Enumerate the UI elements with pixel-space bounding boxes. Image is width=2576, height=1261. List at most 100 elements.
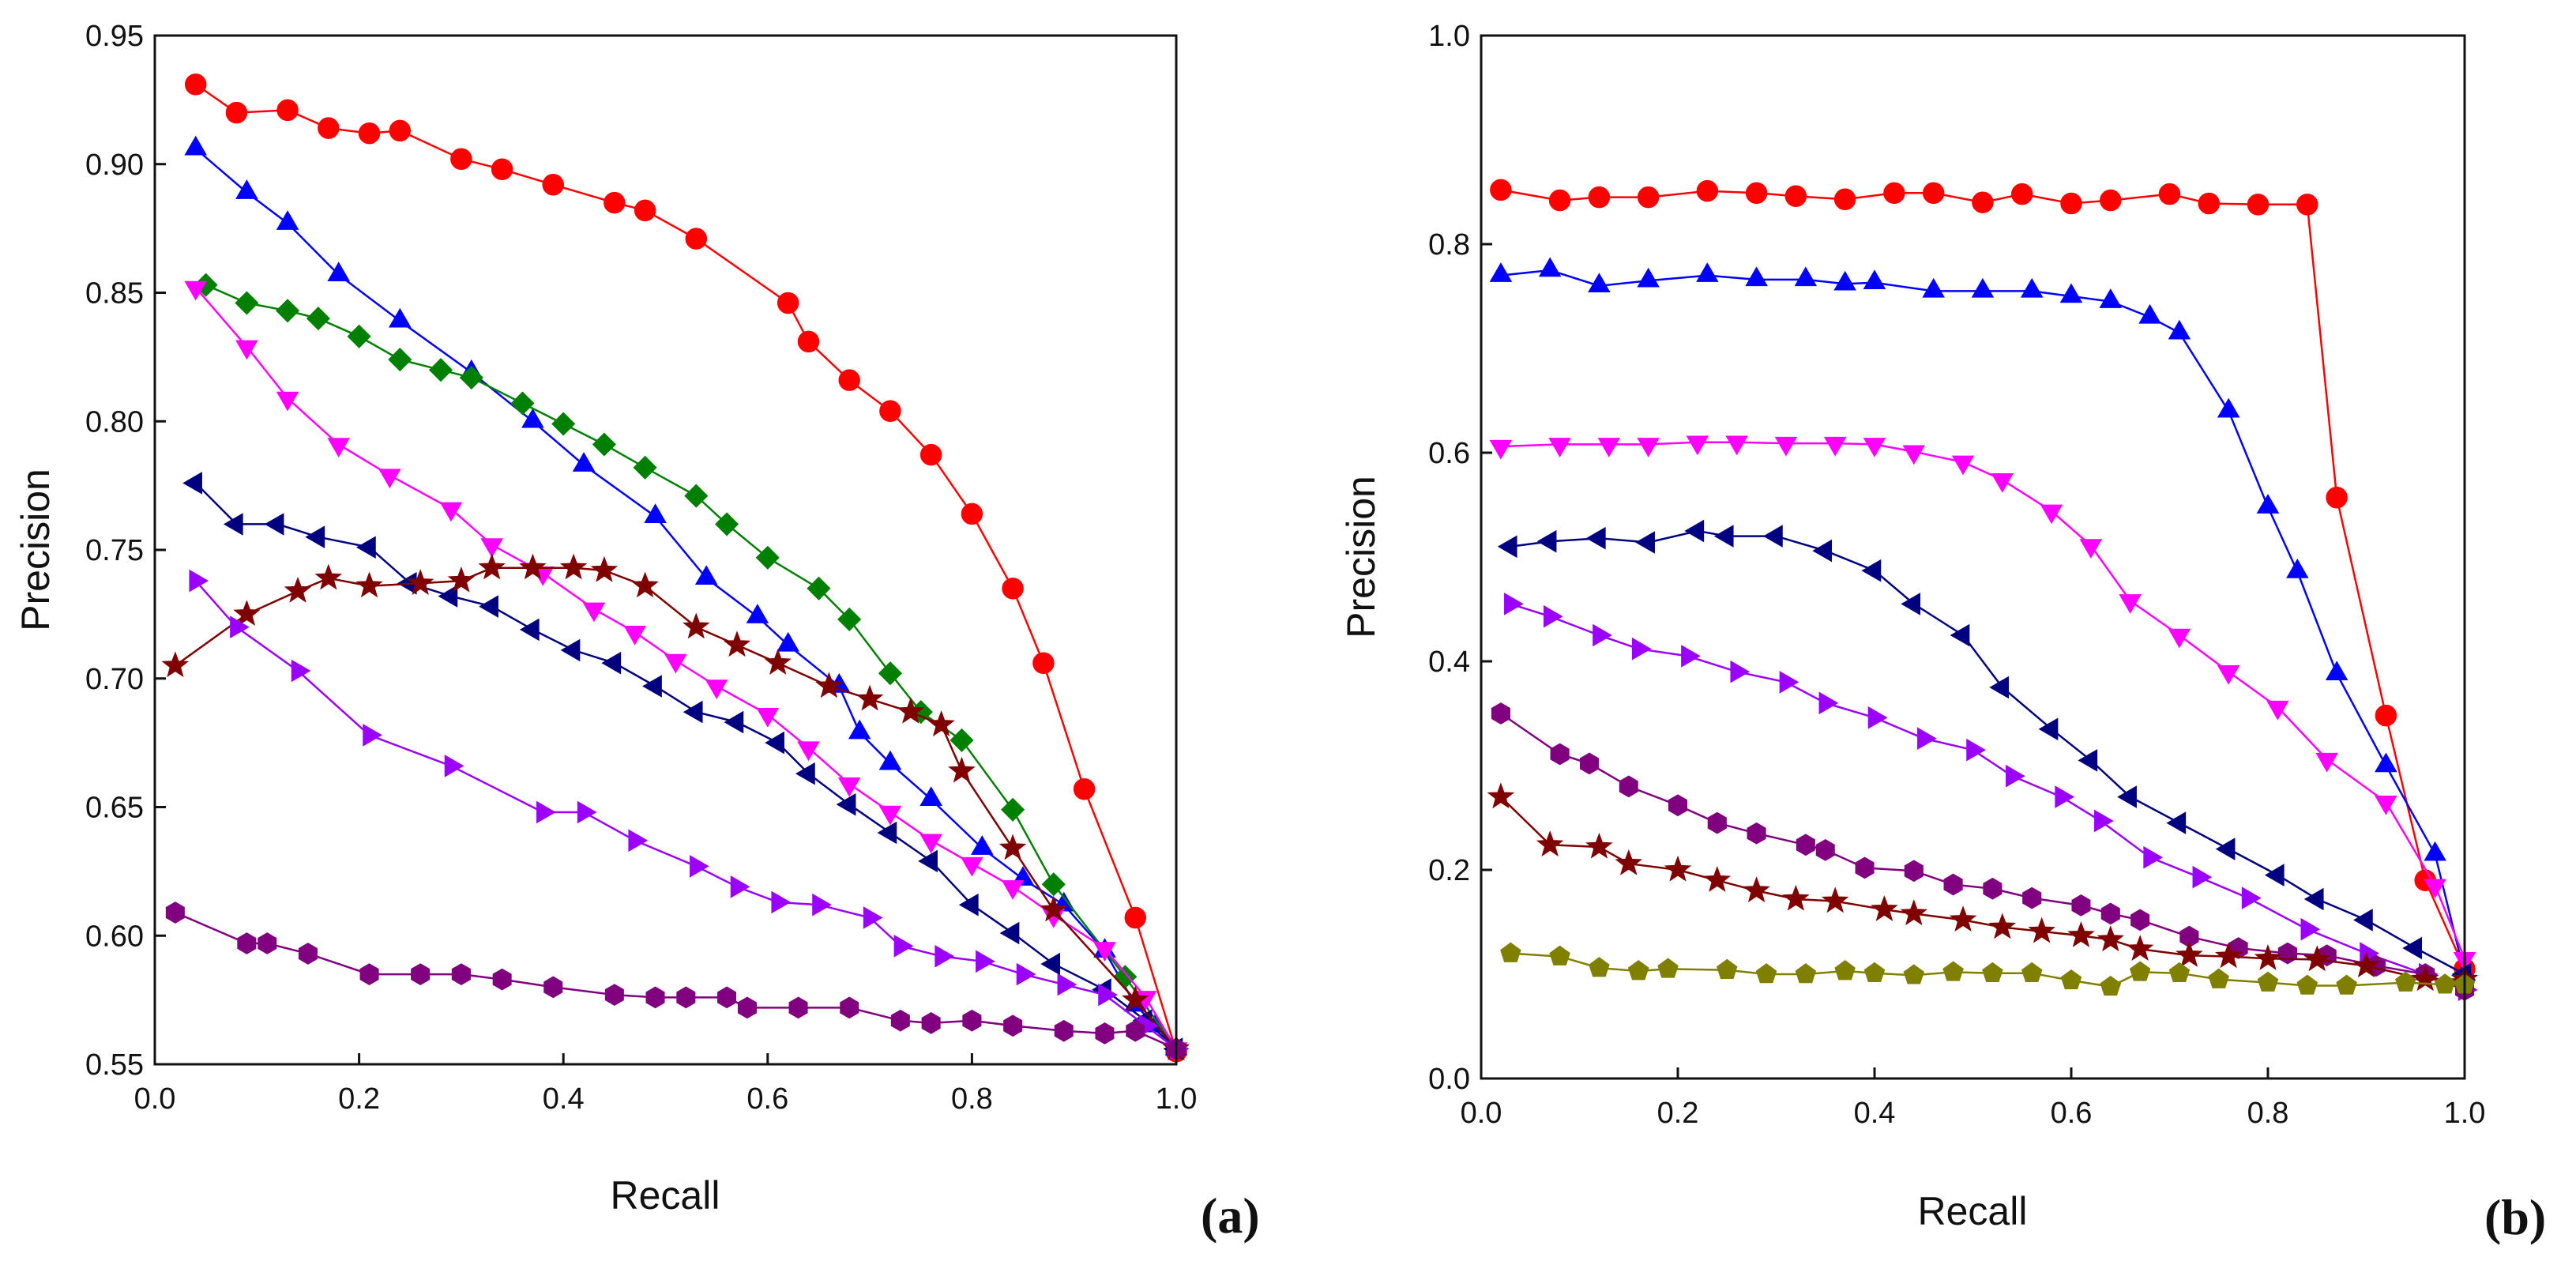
- panel-b-data-point: [1782, 884, 1810, 911]
- panel-b-data-point: [1991, 473, 2014, 493]
- panel-a-label: (a): [1201, 1188, 1260, 1244]
- panel-b-data-point: [1950, 623, 1970, 647]
- panel-a-data-point: [664, 653, 687, 674]
- panel-b-data-point: [1725, 435, 1748, 456]
- panel-a-y-tick-label: 0.75: [85, 534, 144, 567]
- panel-a-data-point: [961, 503, 983, 525]
- panel-a-data-point: [306, 307, 330, 331]
- panel-b-data-point: [2097, 925, 2125, 952]
- panel-a-data-point: [807, 576, 831, 600]
- panel-b-data-point: [1855, 856, 1875, 879]
- panel-a-data-point: [950, 728, 974, 752]
- panel-b-data-point: [1491, 702, 1510, 725]
- panel-b-data-point: [2078, 749, 2098, 772]
- panel-b-data-point: [1543, 604, 1563, 628]
- panel-a-data-point: [694, 565, 718, 585]
- panel-b-data-point: [1823, 436, 1847, 457]
- panel-b-data-point: [1627, 960, 1649, 981]
- panel-a-data-point: [879, 400, 901, 422]
- panel-a-x-tick-label: 0.4: [543, 1082, 585, 1116]
- panel-a-data-point: [184, 280, 207, 301]
- panel-a-data-point: [439, 502, 463, 522]
- panel-a-data-point: [684, 484, 709, 508]
- panel-a-y-tick-label: 0.80: [85, 405, 144, 439]
- panel-b-data-point: [1903, 964, 1925, 984]
- panel-b-data-point: [1637, 186, 1660, 209]
- panel-b-data-point: [2143, 845, 2164, 869]
- panel-b-data-point: [2296, 974, 2318, 995]
- panel-a-data-point: [519, 618, 540, 642]
- panel-a-x-tick-label: 0.2: [338, 1082, 380, 1116]
- panel-b-data-point: [1902, 445, 1926, 465]
- panel-b-series-line: [1500, 269, 2466, 975]
- panel-b-data-point: [1951, 455, 1975, 476]
- panel-a-data-point: [797, 741, 820, 762]
- panel-b-data-point: [2060, 192, 2082, 215]
- panel-a-y-tick-label: 0.60: [85, 920, 144, 953]
- panel-b-data-point: [2353, 909, 2373, 932]
- panel-a-data-point: [1001, 880, 1025, 900]
- panel-b: 0.0 0.2 0.4 0.6 0.8 1.0 0.0 0.2 0.4 0.6 0.8 1.0 Rec…: [1339, 20, 2546, 1245]
- panel-b-data-point: [2129, 961, 2151, 981]
- panel-b-series-purple-triangle-right: [1504, 593, 2478, 1002]
- panel-b-data-point: [1796, 834, 1815, 856]
- panel-a-data-point: [764, 649, 792, 675]
- panel-a-series-layer: [161, 73, 1190, 1063]
- panel-a-data-point: [536, 800, 556, 824]
- panel-a-data-point: [305, 525, 325, 548]
- panel-b-data-point: [2375, 704, 2397, 727]
- panel-a-series-line: [194, 482, 1177, 1050]
- panel-a-data-point: [389, 119, 412, 142]
- panel-a-data-point: [724, 710, 744, 734]
- panel-b-data-point: [1863, 962, 1886, 982]
- panel-a-data-point: [837, 777, 861, 797]
- panel-a-data-point: [276, 210, 299, 230]
- panel-a-data-point: [450, 148, 472, 170]
- panel-a-data-point: [438, 585, 458, 608]
- panel-a-data-point: [919, 834, 942, 854]
- panel-b-data-point: [1774, 436, 1798, 457]
- panel-b-data-point: [2241, 886, 2262, 909]
- panel-b-data-point: [2055, 785, 2075, 808]
- panel-b-series-olive-pentagon: [1500, 942, 2476, 996]
- panel-b-data-point: [1686, 435, 1709, 456]
- panel-a-data-point: [1040, 895, 1068, 922]
- panel-b-data-point: [2099, 288, 2123, 308]
- panel-b-data-point: [1983, 877, 2003, 900]
- panel-a-y-tick-label: 0.95: [85, 20, 144, 53]
- panel-b-data-point: [1637, 267, 1660, 288]
- panel-a-data-point: [788, 996, 808, 1019]
- panel-b-x-tick-label: 0.8: [2247, 1097, 2289, 1130]
- panel-a-data-point: [634, 199, 656, 222]
- panel-a-data-point: [604, 984, 624, 1006]
- panel-a-series-blue-triangle-up: [184, 135, 1188, 1056]
- panel-a-data-point: [962, 1009, 982, 1032]
- panel-b-data-point: [1536, 830, 1564, 857]
- panel-b-data-point: [2286, 558, 2309, 578]
- panel-b-y-tick-label: 0.0: [1428, 1063, 1470, 1096]
- panel-a-data-point: [631, 571, 659, 598]
- panel-a-data-point: [542, 174, 565, 196]
- panel-a-data-point: [447, 566, 476, 593]
- panel-a-data-point: [921, 1012, 941, 1034]
- panel-a-data-point: [756, 708, 780, 728]
- panel-b-data-point: [2126, 935, 2154, 962]
- panel-a-data-point: [491, 158, 513, 181]
- panel-a-data-point: [999, 921, 1020, 945]
- panel-b-data-point: [2094, 809, 2114, 833]
- panel-b-data-point: [2257, 971, 2279, 992]
- panel-b-series-line: [1500, 441, 2466, 959]
- panel-b-data-point: [1779, 671, 1799, 694]
- panel-b-data-point: [1745, 182, 1768, 205]
- panel-a-data-point: [919, 443, 942, 466]
- panel-a-data-point: [919, 786, 942, 806]
- panel-b-data-point: [1713, 525, 1734, 548]
- panel-b-data-point: [1863, 269, 1886, 290]
- panel-a-data-point: [521, 408, 544, 428]
- panel-a-data-point: [276, 99, 299, 122]
- panel-b-y-tick-label: 0.4: [1428, 646, 1470, 679]
- panel-b-data-point: [1536, 529, 1557, 553]
- panel-a-data-point: [298, 943, 318, 965]
- panel-b-data-point: [1696, 262, 1719, 282]
